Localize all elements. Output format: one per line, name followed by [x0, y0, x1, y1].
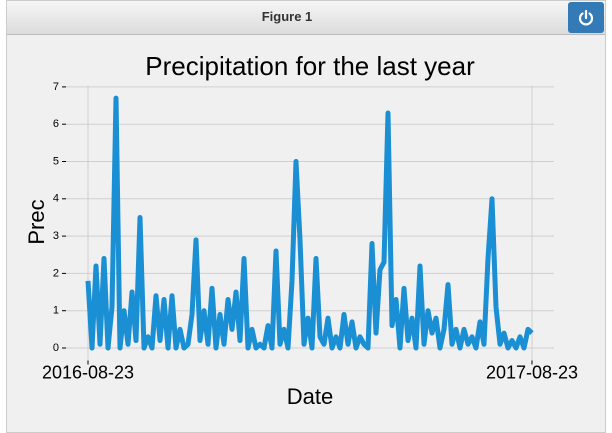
chart-title: Precipitation for the last year — [145, 51, 475, 81]
y-tick-label: 5 — [53, 155, 59, 167]
y-axis-label: Prec — [24, 199, 49, 244]
y-tick-label: 4 — [53, 193, 59, 205]
line-series — [85, 95, 534, 351]
y-tick-label: 1 — [53, 305, 59, 317]
close-button[interactable] — [568, 2, 604, 33]
y-tick-label: 7 — [53, 81, 59, 93]
y-tick-label: 3 — [53, 230, 59, 242]
power-icon — [578, 9, 594, 26]
figure-window: Figure 1 — [6, 0, 606, 433]
x-tick-label: 2017-08-23 — [486, 362, 578, 382]
title-bar: Figure 1 — [7, 1, 605, 35]
y-tick-label: 6 — [53, 118, 59, 130]
x-tick-label: 2016-08-23 — [42, 362, 134, 382]
x-axis-label: Date — [287, 384, 333, 409]
y-tick-label: 2 — [53, 267, 59, 279]
window-title: Figure 1 — [261, 9, 313, 24]
y-tick-label: 0 — [53, 342, 59, 354]
